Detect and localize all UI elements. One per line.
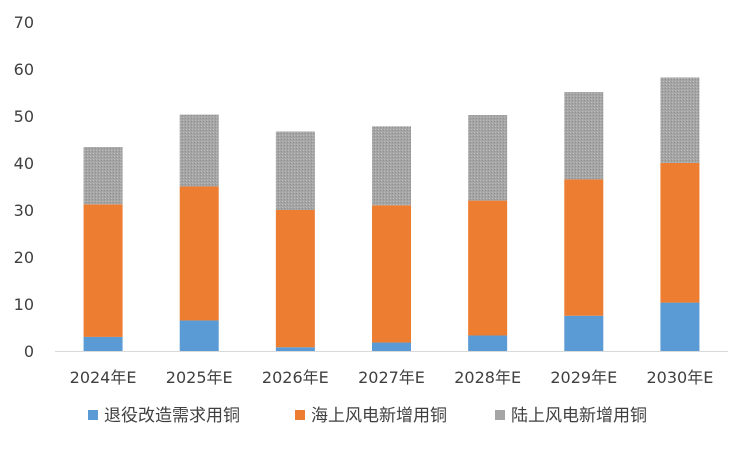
bar-segment-3 [468,115,508,201]
y-tick-label: 30 [14,201,34,220]
legend-label-1: 退役改造需求用铜 [104,406,240,426]
y-tick-label: 70 [14,13,34,32]
legend-swatch-1 [88,410,98,420]
legend-swatch-2 [295,410,305,420]
legend-label-3: 陆上风电新增用铜 [511,406,647,426]
legend-swatch-3 [495,410,505,420]
bar-segment-2 [179,186,219,321]
legend-label-2: 海上风电新增用铜 [311,406,447,426]
bar-segment-3 [564,92,604,180]
x-tick-label: 2029年E [550,368,617,387]
bar-segment-3 [83,147,123,205]
x-tick-label: 2024年E [70,368,137,387]
x-tick-label: 2028年E [454,368,521,387]
y-tick-label: 10 [14,295,34,314]
bar-segment-1 [564,315,604,351]
x-axis: 2024年E 2025年E 2026年E 2027年E 2028年E 2029年E 2030… [70,368,714,387]
bar-segment-1 [660,302,700,351]
y-axis: 0 10 20 30 40 50 60 70 [14,13,34,361]
bar-segment-2 [372,205,411,343]
y-tick-label: 20 [14,248,34,267]
legend: 退役改造需求用铜 海上风电新增用铜 陆上风电新增用铜 [88,406,647,426]
bar-segment-3 [275,131,315,210]
bar-segment-1 [468,335,508,351]
x-tick-label: 2027年E [358,368,425,387]
bar-segment-1 [275,347,315,351]
bar-segment-2 [564,179,604,316]
y-tick-label: 60 [14,60,34,79]
y-tick-label: 50 [14,107,34,126]
bar-segment-2 [275,210,315,348]
bars [83,77,700,351]
bar-segment-3 [372,126,411,206]
bar-segment-2 [660,163,700,303]
y-tick-label: 40 [14,154,34,173]
bar-segment-2 [83,204,123,337]
bar-segment-1 [179,320,219,351]
bar-segment-3 [660,77,700,163]
bar-segment-1 [83,336,123,351]
x-tick-label: 2030年E [647,368,714,387]
bar-segment-1 [372,342,411,351]
bar-segment-2 [468,200,508,336]
x-tick-label: 2025年E [166,368,233,387]
x-tick-label: 2026年E [262,368,329,387]
bar-segment-3 [179,114,219,187]
y-tick-label: 0 [24,342,34,361]
